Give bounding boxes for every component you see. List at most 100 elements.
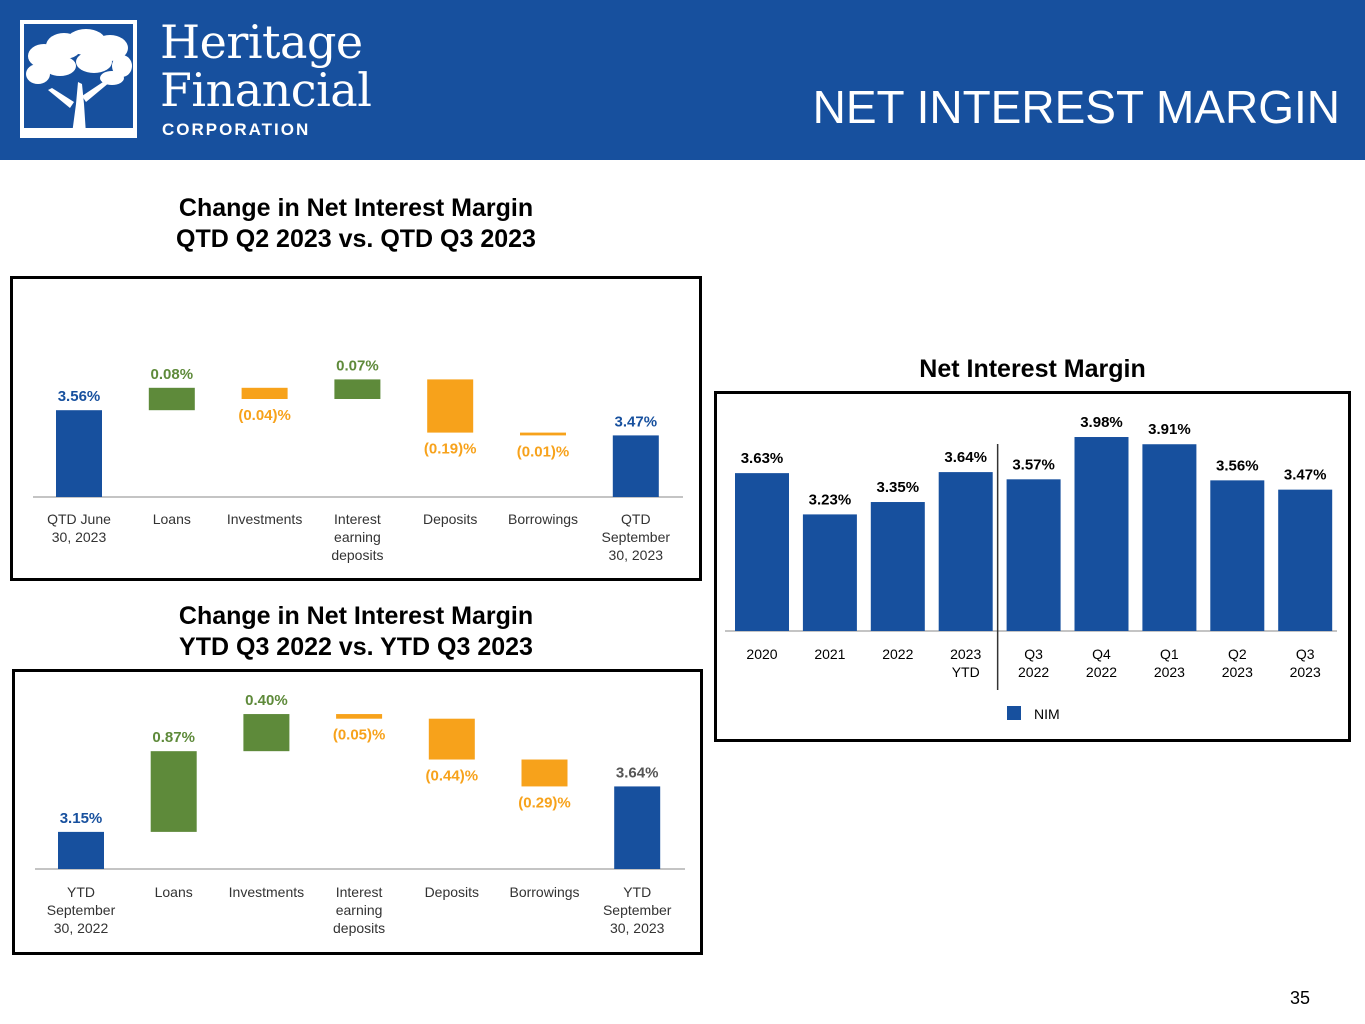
category-label-ytd-4-0: Deposits xyxy=(425,884,479,900)
category-label-nim-2-0: 2022 xyxy=(882,646,913,662)
bar-nim-7 xyxy=(1210,480,1265,631)
ytd-chart-title-line1: Change in Net Interest Margin xyxy=(178,602,534,630)
bar-nim-6 xyxy=(1142,444,1197,631)
category-label-nim-8-0: Q3 xyxy=(1296,646,1315,662)
bar-qtd-1 xyxy=(148,387,195,411)
page-title: NET INTEREST MARGIN xyxy=(812,81,1340,133)
category-label-nim-5-1: 2022 xyxy=(1086,664,1117,680)
tree-icon xyxy=(24,29,133,134)
data-label-nim-1: 3.23% xyxy=(809,491,852,508)
category-label-nim-1-0: 2021 xyxy=(814,646,845,662)
category-label-nim-0-0: 2020 xyxy=(746,646,777,662)
qtd-chart-title-line1: Change in Net Interest Margin xyxy=(178,194,534,222)
bar-nim-1 xyxy=(802,514,857,631)
legend-label-nim: NIM xyxy=(1034,706,1060,722)
qtd-chart-frame: 3.56% QTD June 30, 2023 0.08% Loans (0.04)% In… xyxy=(10,276,702,581)
bar-qtd-2 xyxy=(241,387,288,399)
category-label-nim-5-0: Q4 xyxy=(1092,646,1111,662)
bar-qtd-4 xyxy=(427,379,474,433)
nim-chart-title-text: Net Interest Margin xyxy=(919,355,1146,383)
category-label-ytd-2-0: Investments xyxy=(229,884,304,900)
data-label-ytd-0: 3.15% xyxy=(60,810,103,827)
ytd-waterfall-chart: 3.15% YTD September 30, 2022 0.87% Loans 0.40%… xyxy=(35,692,685,936)
data-label-ytd-3: (0.05)% xyxy=(333,727,386,744)
data-label-qtd-5: (0.01)% xyxy=(517,443,570,460)
data-label-nim-6: 3.91% xyxy=(1148,421,1191,438)
category-label-ytd-0-1: September xyxy=(47,902,116,918)
category-label-nim-8-1: 2023 xyxy=(1290,664,1321,680)
data-label-qtd-0: 3.56% xyxy=(58,388,101,405)
logo-wordmark-line3: CORPORATION xyxy=(162,120,311,139)
bar-ytd-2 xyxy=(243,714,290,752)
tree-logo-icon xyxy=(20,20,137,138)
category-label-nim-3-0: 2023 xyxy=(950,646,981,662)
bar-ytd-0 xyxy=(58,831,104,869)
nim-chart-frame: 3.63% 2020 3.23% 2021 3.35% 2022 3.64% 2023 YTD 3… xyxy=(714,391,1351,742)
header-banner: Heritage Financial CORPORATION NET INTER… xyxy=(0,0,1365,160)
bar-nim-0 xyxy=(735,473,789,631)
bar-qtd-0 xyxy=(56,410,102,497)
category-label-nim-4-0: Q3 xyxy=(1024,646,1043,662)
data-label-qtd-3: 0.07% xyxy=(336,357,379,374)
category-label-qtd-4-0: Deposits xyxy=(423,511,477,527)
category-label-ytd-6-1: September xyxy=(603,902,672,918)
category-label-qtd-3-2: deposits xyxy=(331,547,383,563)
category-label-qtd-3-0: Interest xyxy=(334,511,381,527)
category-label-qtd-3-1: earning xyxy=(334,529,381,545)
bar-qtd-3 xyxy=(334,379,381,399)
data-label-nim-7: 3.56% xyxy=(1216,457,1259,474)
data-label-ytd-4: (0.44)% xyxy=(426,768,479,785)
bar-nim-5 xyxy=(1074,437,1129,631)
category-label-ytd-0-2: 30, 2022 xyxy=(54,920,109,936)
ytd-chart-title-line2: YTD Q3 2022 vs. YTD Q3 2023 xyxy=(179,633,533,661)
nim-chart-title: Net Interest Margin xyxy=(714,354,1351,385)
category-label-ytd-6-2: 30, 2023 xyxy=(610,920,665,936)
category-label-nim-6-1: 2023 xyxy=(1154,664,1185,680)
bar-nim-4 xyxy=(1006,479,1061,631)
category-label-nim-6-0: Q1 xyxy=(1160,646,1179,662)
ytd-chart-title: Change in Net Interest Margin YTD Q3 202… xyxy=(10,601,702,663)
data-label-nim-5: 3.98% xyxy=(1080,414,1123,431)
logo-wordmark-line1: Heritage xyxy=(160,15,363,69)
category-label-qtd-6-0: QTD xyxy=(621,511,651,527)
category-label-ytd-3-0: Interest xyxy=(336,884,383,900)
data-label-ytd-5: (0.29)% xyxy=(518,794,571,811)
bar-ytd-1 xyxy=(150,751,197,832)
category-label-nim-3-1: YTD xyxy=(952,664,980,680)
bar-ytd-3 xyxy=(336,714,383,719)
category-label-qtd-1-0: Loans xyxy=(153,511,191,527)
data-label-nim-4: 3.57% xyxy=(1012,456,1055,473)
page-number: 35 xyxy=(1290,988,1311,1008)
bar-ytd-4 xyxy=(428,718,475,760)
ytd-chart-frame: 3.15% YTD September 30, 2022 0.87% Loans 0.40%… xyxy=(12,669,703,955)
nim-bar-chart: 3.63% 2020 3.23% 2021 3.35% 2022 3.64% 2023 YTD 3… xyxy=(725,414,1337,722)
category-label-ytd-0-0: YTD xyxy=(67,884,95,900)
category-label-ytd-1-0: Loans xyxy=(155,884,193,900)
data-label-ytd-6: 3.64% xyxy=(616,764,659,781)
category-label-qtd-2-0: Investments xyxy=(227,511,302,527)
category-label-ytd-6-0: YTD xyxy=(623,884,651,900)
qtd-chart-title: Change in Net Interest Margin QTD Q2 202… xyxy=(10,193,702,255)
category-label-qtd-5-0: Borrowings xyxy=(508,511,578,527)
data-label-nim-3: 3.64% xyxy=(944,449,987,466)
logo-wordmark-line2: Financial xyxy=(160,63,372,117)
bar-ytd-6 xyxy=(614,786,661,869)
data-label-qtd-1: 0.08% xyxy=(151,366,194,383)
category-label-nim-7-1: 2023 xyxy=(1222,664,1253,680)
data-label-qtd-4: (0.19)% xyxy=(424,441,477,458)
legend-swatch-nim xyxy=(1007,706,1021,720)
data-label-qtd-6: 3.47% xyxy=(615,413,658,430)
category-label-qtd-6-2: 30, 2023 xyxy=(609,547,664,563)
data-label-nim-8: 3.47% xyxy=(1284,467,1327,484)
category-label-qtd-6-1: September xyxy=(602,529,671,545)
qtd-chart-title-line2: QTD Q2 2023 vs. QTD Q3 2023 xyxy=(176,225,536,253)
category-label-ytd-3-1: earning xyxy=(336,902,383,918)
category-label-ytd-5-0: Borrowings xyxy=(509,884,579,900)
bar-nim-8 xyxy=(1278,489,1333,631)
category-label-qtd-0-0: QTD June xyxy=(47,511,111,527)
data-label-nim-2: 3.35% xyxy=(877,479,920,496)
bar-qtd-6 xyxy=(612,435,659,497)
category-label-nim-7-0: Q2 xyxy=(1228,646,1247,662)
data-label-ytd-2: 0.40% xyxy=(245,692,288,709)
qtd-waterfall-chart: 3.56% QTD June 30, 2023 0.08% Loans (0.04)% In… xyxy=(33,357,683,563)
